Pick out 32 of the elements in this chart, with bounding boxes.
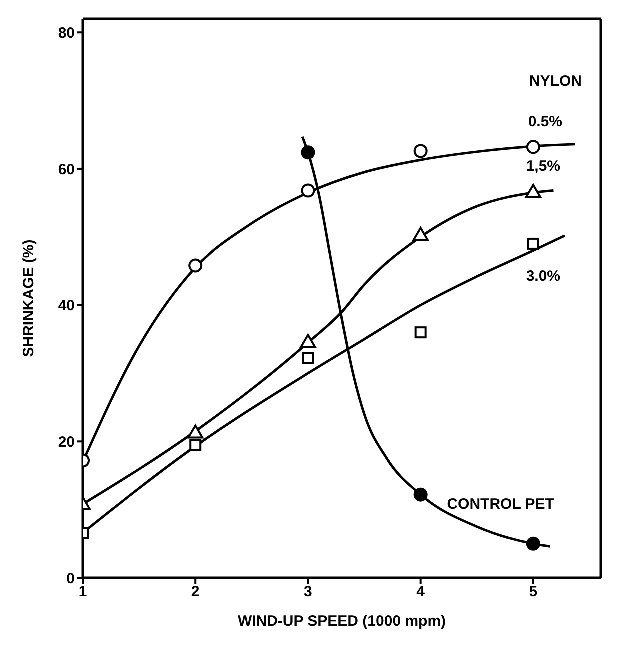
point [301, 146, 316, 160]
point [527, 238, 540, 250]
x-axis-title: WIND-UP SPEED (1000 mpm) [238, 613, 446, 630]
point [188, 258, 203, 273]
point [301, 184, 316, 198]
point [412, 227, 429, 242]
y-tick-label: 80 [58, 24, 75, 42]
point [300, 334, 316, 348]
point [302, 352, 314, 364]
y-tick-label: 40 [58, 298, 75, 315]
point [188, 424, 204, 439]
x-tick-label: 1 [78, 584, 88, 601]
series-label: 1,5% [526, 158, 561, 175]
point [526, 140, 540, 154]
x-tick-label: 3 [304, 584, 312, 601]
y-tick-label: 60 [58, 161, 75, 178]
y-tick-label: 20 [58, 434, 75, 451]
series-label: 3.0% [526, 268, 561, 285]
series-label: 0.5% [528, 113, 563, 130]
x-tick-label: 5 [529, 584, 538, 601]
x-tick-label: 2 [191, 584, 200, 601]
point [526, 536, 540, 551]
point [525, 184, 542, 198]
point [414, 326, 427, 339]
x-tick-label: 4 [416, 584, 426, 601]
annotation: NYLON [530, 73, 582, 90]
y-axis-title: SHRINKAGE (%) [20, 240, 38, 358]
point [414, 488, 428, 502]
point [414, 144, 428, 158]
y-tick-label: 0 [66, 570, 75, 588]
series-label: CONTROL PET [447, 496, 554, 513]
point [190, 439, 202, 452]
